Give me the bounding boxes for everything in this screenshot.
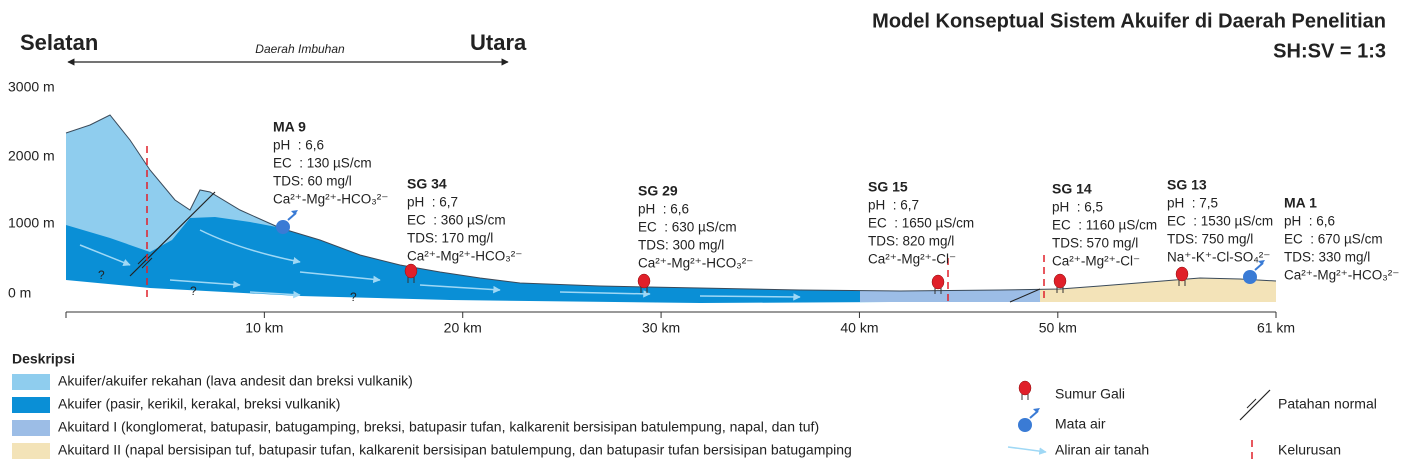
station-param: pH : 7,5 bbox=[1167, 196, 1218, 211]
station-name: SG 13 bbox=[1167, 177, 1207, 193]
aquitard-2 bbox=[1040, 278, 1276, 302]
dug-well bbox=[637, 273, 651, 289]
station-param: pH : 6,7 bbox=[868, 198, 919, 213]
station-param: pH : 6,5 bbox=[1052, 200, 1103, 215]
x-label: 61 km bbox=[1257, 320, 1295, 336]
station-name: SG 29 bbox=[638, 183, 678, 199]
station-param: EC : 630 µS/cm bbox=[638, 220, 737, 235]
y-label: 0 m bbox=[8, 285, 31, 301]
station-param: Ca²⁺-Mg²⁺-HCO₃²⁻ bbox=[407, 249, 522, 264]
legend-swatch bbox=[12, 443, 50, 459]
fault-tick bbox=[141, 257, 153, 269]
station-param: Na⁺-K⁺-Cl-SO₄²⁻ bbox=[1167, 250, 1270, 265]
spring-arrow bbox=[291, 210, 298, 215]
fault bbox=[129, 191, 216, 277]
station-name: SG 15 bbox=[868, 179, 908, 195]
symbol-label: Patahan normal bbox=[1278, 396, 1377, 412]
x-label: 50 km bbox=[1039, 320, 1077, 336]
station-param: TDS: 60 mg/l bbox=[273, 174, 352, 189]
station-param: EC : 360 µS/cm bbox=[407, 213, 506, 228]
station-param: Ca²⁺-Mg²⁺-HCO₃²⁻ bbox=[638, 256, 753, 271]
x-label: 10 km bbox=[245, 320, 283, 336]
scale: SH:SV = 1:3 bbox=[1273, 40, 1386, 62]
spring bbox=[1243, 270, 1257, 284]
north-label: Utara bbox=[470, 30, 527, 55]
title: Model Konseptual Sistem Akuifer di Daera… bbox=[872, 10, 1386, 32]
station-param: EC : 1650 µS/cm bbox=[868, 216, 974, 231]
station-param: pH : 6,6 bbox=[1284, 214, 1335, 229]
station-param: TDS: 300 mg/l bbox=[638, 238, 724, 253]
legend-label: Akuifer/akuifer rekahan (lava andesit da… bbox=[58, 373, 413, 389]
fault bbox=[1009, 288, 1041, 303]
x-label: 20 km bbox=[444, 320, 482, 336]
station-param: Ca²⁺-Mg²⁺-HCO₃²⁻ bbox=[273, 192, 388, 207]
symbol-label: Aliran air tanah bbox=[1055, 442, 1149, 458]
station-name: MA 1 bbox=[1284, 195, 1317, 211]
station-param: Ca²⁺-Mg²⁺-Cl⁻ bbox=[1052, 254, 1140, 269]
legend-flow bbox=[1007, 446, 1047, 455]
legend-fault bbox=[1239, 389, 1271, 421]
station-param: EC : 670 µS/cm bbox=[1284, 232, 1383, 247]
station-param: Ca²⁺-Mg²⁺-Cl⁻ bbox=[868, 252, 956, 267]
unknown-mark: ? bbox=[350, 290, 357, 304]
spring bbox=[1018, 418, 1032, 432]
legend-label: Akuitard I (konglomerat, batupasir, batu… bbox=[58, 419, 819, 435]
station-param: EC : 1530 µS/cm bbox=[1167, 214, 1273, 229]
station-param: pH : 6,7 bbox=[407, 195, 458, 210]
legend-swatch bbox=[12, 420, 50, 436]
station-param: pH : 6,6 bbox=[638, 202, 689, 217]
unknown-mark: ? bbox=[190, 284, 197, 298]
dug-well bbox=[1053, 273, 1067, 289]
dug-well bbox=[1018, 380, 1032, 396]
station-param: TDS: 170 mg/l bbox=[407, 231, 493, 246]
spring-arrow bbox=[1033, 408, 1040, 413]
station-param: Ca²⁺-Mg²⁺-HCO₃²⁻ bbox=[1284, 268, 1399, 283]
station-param: EC : 130 µS/cm bbox=[273, 156, 372, 171]
legend-title: Deskripsi bbox=[12, 351, 75, 367]
station-param: TDS: 820 mg/l bbox=[868, 234, 954, 249]
y-label: 2000 m bbox=[8, 148, 55, 164]
dug-well bbox=[404, 263, 418, 279]
spring-arrow bbox=[1258, 260, 1265, 265]
south-label: Selatan bbox=[20, 30, 98, 55]
ground-surface bbox=[65, 114, 1277, 292]
dug-well bbox=[931, 274, 945, 290]
unknown-mark: ? bbox=[98, 268, 105, 282]
y-label: 1000 m bbox=[8, 215, 55, 231]
legend-label: Akuitard II (napal bersisipan tuf, batup… bbox=[58, 442, 852, 458]
legend-swatch bbox=[12, 374, 50, 390]
station-param: TDS: 330 mg/l bbox=[1284, 250, 1370, 265]
spring bbox=[276, 220, 290, 234]
station-name: SG 14 bbox=[1052, 181, 1092, 197]
x-label: 30 km bbox=[642, 320, 680, 336]
station-name: SG 34 bbox=[407, 176, 447, 192]
station-name: MA 9 bbox=[273, 119, 306, 135]
legend-swatch bbox=[12, 397, 50, 413]
symbol-label: Sumur Gali bbox=[1055, 386, 1125, 402]
station-param: TDS: 750 mg/l bbox=[1167, 232, 1253, 247]
dug-well bbox=[1175, 266, 1189, 282]
legend-label: Akuifer (pasir, kerikil, kerakal, breksi… bbox=[58, 396, 340, 412]
aquitard-1 bbox=[860, 289, 1060, 302]
x-label: 40 km bbox=[840, 320, 878, 336]
station-param: pH : 6,6 bbox=[273, 138, 324, 153]
station-param: TDS: 570 mg/l bbox=[1052, 236, 1138, 251]
groundwater-flow bbox=[79, 229, 801, 301]
lineament bbox=[146, 146, 1045, 302]
symbol-label: Kelurusan bbox=[1278, 442, 1341, 458]
y-label: 3000 m bbox=[8, 79, 55, 95]
fractured-aquifer bbox=[66, 115, 282, 252]
symbol-label: Mata air bbox=[1055, 416, 1106, 432]
zone-label: Daerah Imbuhan bbox=[255, 42, 345, 56]
legend-fault-tick bbox=[1246, 398, 1257, 409]
station-param: EC : 1160 µS/cm bbox=[1052, 218, 1157, 233]
